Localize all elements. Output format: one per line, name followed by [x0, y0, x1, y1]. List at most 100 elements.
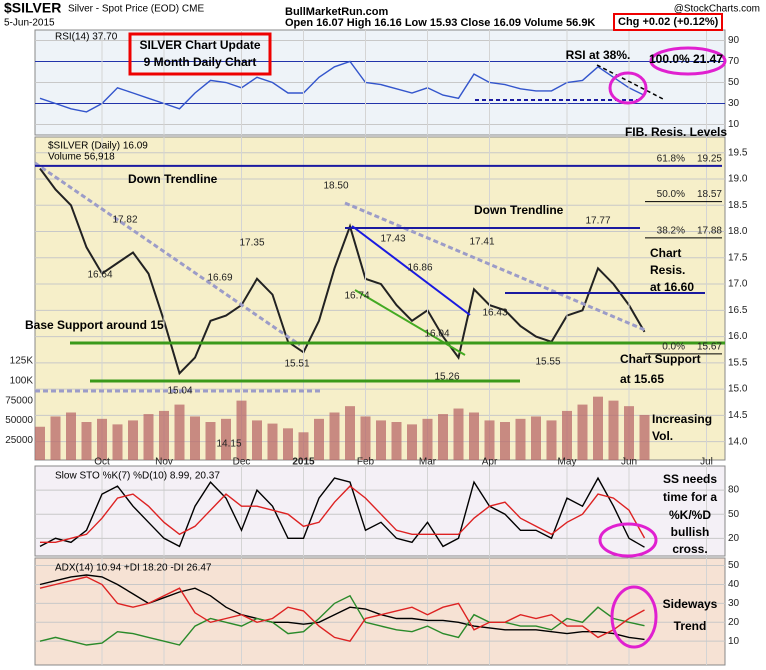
annotation: Increasing	[652, 412, 712, 426]
series-line	[39, 60, 645, 113]
annotation: RSI at 38%.	[566, 48, 631, 62]
highlight	[598, 522, 658, 558]
volume-bar	[314, 418, 324, 460]
y-tick-label: 15.5	[728, 357, 748, 368]
rsi-trend	[596, 64, 666, 101]
fib-label: 38.2%	[657, 225, 685, 236]
annotation: Resis.	[650, 263, 685, 277]
volume-bar	[608, 400, 619, 460]
panel-title: Slow STO %K(7) %D(10) 8.99, 20.37	[55, 471, 220, 482]
y-tick-label: 19.0	[728, 174, 748, 185]
volume-bar	[345, 406, 355, 460]
annotation: 16.04	[424, 329, 449, 340]
annotation: 16.74	[344, 291, 369, 302]
y-tick-label: 20	[728, 617, 740, 628]
annotation: time for a	[663, 490, 717, 504]
fib-value: 19.25	[697, 154, 722, 165]
volume-bar	[81, 422, 92, 460]
y-tick-label: 125K	[10, 356, 34, 367]
annotation: FIB. Resis. Levels	[625, 125, 727, 139]
annotation: 16.64	[87, 270, 112, 281]
volume-bar	[360, 416, 371, 460]
y-tick-label: 18.5	[728, 200, 748, 211]
y-tick-label: 10	[728, 636, 740, 647]
volume-bar	[50, 416, 61, 460]
layer	[35, 30, 725, 665]
y-tick-label: 80	[728, 485, 740, 496]
volume-bar	[562, 410, 572, 460]
fib-value: 15.67	[697, 342, 722, 353]
panel-title: $SILVER (Daily) 16.09	[48, 141, 148, 152]
volume-bar	[190, 416, 200, 460]
volume-bar	[267, 423, 278, 460]
annotation: 15.55	[535, 357, 560, 368]
y-tick-label: 17.5	[728, 252, 748, 263]
y-tick-label: 100K	[10, 375, 34, 386]
y-tick-label: 75000	[5, 395, 33, 406]
volume-bar	[35, 426, 45, 460]
annotation: 15.04	[167, 386, 192, 397]
x-tick-label: Apr	[482, 457, 498, 468]
volume-bar	[577, 404, 588, 460]
annotation: Sideways	[663, 597, 718, 611]
site: BullMarketRun.com	[285, 6, 389, 18]
y-tick-label: 40	[728, 579, 740, 590]
volume-bar	[546, 420, 557, 460]
y-tick-label: 15.0	[728, 384, 748, 395]
volume-bar	[391, 422, 402, 460]
annotation: 100.0% 21.47	[649, 52, 723, 66]
y-tick-label: 14.5	[728, 410, 748, 421]
annotation: cross.	[672, 542, 707, 556]
y-tick-label: 16.0	[728, 331, 748, 342]
y-tick-label: 50000	[5, 415, 33, 426]
y-tick-label: 19.5	[728, 147, 748, 158]
panel-title: RSI(14) 37.70	[55, 32, 118, 43]
annotation: Trend	[674, 619, 707, 633]
volume-bar	[515, 418, 526, 460]
annotation: 17.43	[380, 234, 405, 245]
sto-panel	[34, 465, 726, 557]
volume-bar	[143, 414, 154, 460]
x-tick-label: Jun	[621, 457, 637, 468]
note-box	[128, 32, 272, 76]
annotation: Base Support around 15	[25, 318, 164, 332]
y-tick-label: 10	[728, 119, 740, 130]
annotation: 17.35	[239, 238, 264, 249]
series-line	[39, 574, 645, 641]
volume-bar	[329, 412, 340, 460]
series-line	[40, 485, 646, 543]
annotation: 17.41	[469, 237, 494, 248]
annotation: 18.50	[323, 181, 348, 192]
fib-value: 18.57	[697, 189, 722, 200]
annotation: Down Trendline	[128, 172, 218, 186]
x-tick-label: Feb	[357, 457, 375, 468]
annotation: SILVER Chart Update	[139, 38, 260, 52]
volume-bar	[484, 420, 495, 460]
y-tick-label: 50	[728, 509, 740, 520]
highlight	[649, 46, 727, 76]
fib-value: 17.88	[697, 225, 722, 236]
y-tick-label: 16.5	[728, 305, 748, 316]
x-tick-label: Dec	[233, 457, 251, 468]
change-box	[613, 13, 723, 31]
volume-bar	[112, 424, 123, 460]
annotation: bullish	[671, 525, 710, 539]
annotation: SS needs	[663, 472, 717, 486]
y-tick-label: 14.0	[728, 436, 748, 447]
volume-bar	[205, 422, 216, 460]
credit: @StockCharts.com	[674, 4, 760, 15]
y-tick-label: 25000	[5, 435, 33, 446]
y-tick-label: 70	[728, 56, 740, 67]
y-tick-label: 18.0	[728, 226, 748, 237]
volume-bar	[624, 406, 634, 460]
volume-bar	[422, 418, 433, 460]
fib-label: 0.0%	[662, 342, 685, 353]
volume-bar	[174, 404, 185, 460]
volume-bar	[438, 414, 448, 460]
series-line	[39, 576, 645, 642]
annotation: Vol.	[652, 429, 673, 443]
y-tick-label: 17.0	[728, 279, 748, 290]
quote: Open 16.07 High 16.16 Low 15.93 Close 16…	[285, 17, 595, 29]
volume-bar	[639, 414, 650, 460]
